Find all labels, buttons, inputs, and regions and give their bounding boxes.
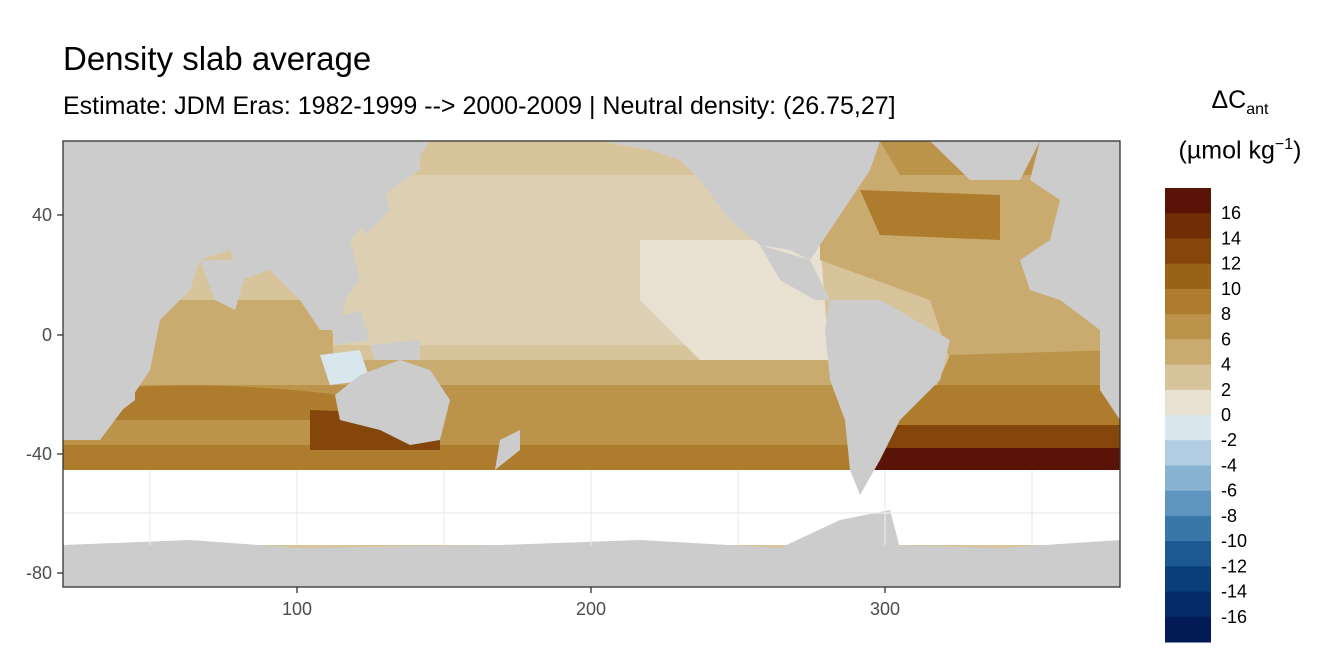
gridlines bbox=[63, 470, 1120, 545]
land-borneo bbox=[330, 310, 370, 345]
land-new-guinea bbox=[370, 340, 420, 360]
legend-label: 16 bbox=[1221, 203, 1241, 223]
legend-title-subscript: ant bbox=[1246, 101, 1269, 118]
legend-label: 8 bbox=[1221, 304, 1231, 324]
legend-label: -2 bbox=[1221, 430, 1237, 450]
ocean-atlantic-north-dark bbox=[860, 190, 1000, 240]
land-north-america bbox=[600, 141, 880, 260]
y-tick-label-0: 0 bbox=[42, 325, 52, 345]
x-axis bbox=[296, 587, 886, 593]
legend-swatch bbox=[1165, 415, 1211, 441]
legend-swatch bbox=[1165, 515, 1211, 542]
legend-label: 4 bbox=[1221, 355, 1231, 375]
land-east-asia bbox=[300, 141, 420, 260]
land-japan bbox=[360, 195, 390, 235]
map-subtitle: Estimate: JDM Eras: 1982-1999 --> 2000-2… bbox=[63, 92, 896, 120]
legend-unit: (µmol kg−1) bbox=[1160, 136, 1320, 165]
legend-label: 10 bbox=[1221, 279, 1241, 299]
y-tick-label-40: 40 bbox=[32, 205, 52, 225]
y-axis bbox=[57, 214, 63, 574]
legend-title-symbol: ΔC bbox=[1211, 86, 1247, 114]
legend-swatch bbox=[1165, 389, 1211, 416]
legend-title: ΔCant bbox=[1160, 86, 1320, 119]
legend-label: -10 bbox=[1221, 531, 1247, 551]
legend-swatch bbox=[1165, 314, 1211, 340]
legend-label: -8 bbox=[1221, 506, 1237, 526]
land-madagascar bbox=[120, 370, 135, 410]
legend-swatch bbox=[1165, 364, 1211, 391]
ocean-atlantic-mid bbox=[930, 300, 1120, 360]
legend-swatch bbox=[1165, 263, 1211, 290]
legend-swatch bbox=[1165, 616, 1211, 643]
land-india bbox=[200, 260, 250, 310]
legend-swatch bbox=[1165, 566, 1211, 593]
legend-label: -4 bbox=[1221, 455, 1237, 475]
legend-label: 2 bbox=[1221, 380, 1231, 400]
legend-unit-open: (µmol kg bbox=[1178, 136, 1275, 165]
ocean-band-south-4 bbox=[63, 445, 883, 470]
map-title: Density slab average bbox=[63, 40, 372, 77]
legend-label: -6 bbox=[1221, 481, 1237, 501]
legend-swatch bbox=[1165, 490, 1211, 517]
legend-unit-sup: −1 bbox=[1274, 136, 1294, 153]
x-tick-label-200: 200 bbox=[576, 599, 606, 619]
legend-label: 12 bbox=[1221, 254, 1241, 274]
legend-label: -16 bbox=[1221, 607, 1247, 627]
x-tick-label-300: 300 bbox=[870, 599, 900, 619]
legend-swatch bbox=[1165, 213, 1211, 239]
land-greenland bbox=[930, 141, 1040, 180]
legend-colorbar bbox=[1165, 188, 1211, 643]
legend-swatch bbox=[1165, 440, 1211, 466]
legend-swatch bbox=[1165, 288, 1211, 315]
legend-unit-close: ) bbox=[1293, 136, 1302, 165]
map-panel bbox=[63, 141, 1120, 587]
ocean-warm-pool bbox=[320, 350, 370, 385]
legend-label: 6 bbox=[1221, 329, 1231, 349]
legend-swatch bbox=[1165, 591, 1211, 618]
x-tick-label-100: 100 bbox=[282, 599, 312, 619]
land-europe-africa-east bbox=[1020, 141, 1120, 420]
land-new-zealand bbox=[495, 430, 520, 470]
legend-labels: 16 14 12 10 8 6 4 2 0 -2 -4 -6 -8 -10 -12 -14 -16 bbox=[1221, 203, 1247, 627]
land-south-america bbox=[825, 300, 950, 495]
legend-swatch bbox=[1165, 465, 1211, 492]
land-masses bbox=[63, 141, 1120, 587]
legend-label: 14 bbox=[1221, 228, 1241, 248]
land-antarctica bbox=[63, 540, 1120, 587]
legend-swatch bbox=[1165, 188, 1211, 214]
y-tick-label-m40: -40 bbox=[26, 444, 52, 464]
legend-swatch bbox=[1165, 541, 1211, 567]
legend-swatch bbox=[1165, 339, 1211, 366]
land-central-america bbox=[760, 245, 830, 300]
y-tick-label-m80: -80 bbox=[26, 563, 52, 583]
ocean-atlantic-south-3 bbox=[880, 425, 1120, 450]
land-australia bbox=[335, 360, 450, 445]
land-antarctic-peninsula bbox=[780, 510, 900, 548]
legend-label: -14 bbox=[1221, 582, 1247, 602]
legend-swatch bbox=[1165, 238, 1211, 265]
legend-label: 0 bbox=[1221, 405, 1231, 425]
legend-label: -12 bbox=[1221, 556, 1247, 576]
